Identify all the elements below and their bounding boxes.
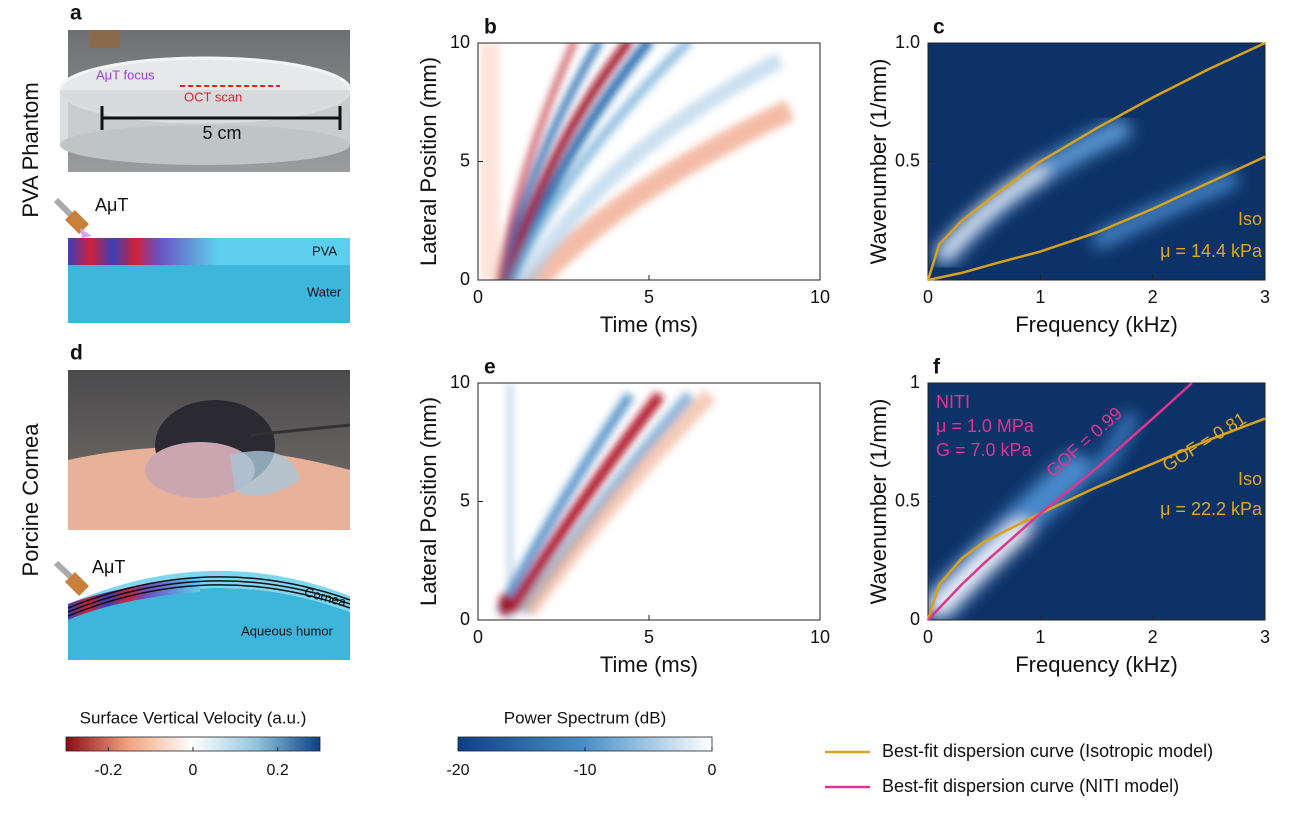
y-axis-label: Wavenumber (1/mm) bbox=[866, 59, 891, 265]
x-axis-label: Time (ms) bbox=[600, 312, 698, 337]
heatmap-image bbox=[928, 43, 1265, 280]
annotation: Iso bbox=[1238, 209, 1262, 229]
diagram-a: AμT PVA Water bbox=[53, 195, 350, 323]
photo-d bbox=[68, 370, 351, 530]
diagram-label: Water bbox=[307, 284, 342, 299]
heatmap-image bbox=[478, 43, 820, 280]
diagram-d: AμT Cornea Aqueous humor bbox=[53, 557, 351, 660]
panel-label: f bbox=[933, 356, 941, 379]
x-tick-label: 5 bbox=[644, 627, 654, 647]
legend-label: Best-fit dispersion curve (Isotropic mod… bbox=[882, 741, 1213, 761]
y-tick-label: 0 bbox=[910, 609, 920, 629]
x-tick-label: 5 bbox=[644, 287, 654, 307]
colorbar-title: Power Spectrum (dB) bbox=[504, 708, 667, 727]
diagram-label: AμT bbox=[95, 195, 128, 215]
y-tick-label: 0 bbox=[460, 269, 470, 289]
y-axis-label: Lateral Position (mm) bbox=[416, 57, 441, 266]
y-axis-label: Wavenumber (1/mm) bbox=[866, 399, 891, 605]
x-tick-label: 0 bbox=[473, 627, 483, 647]
x-tick-label: 3 bbox=[1260, 287, 1270, 307]
y-tick-label: 5 bbox=[460, 150, 470, 170]
x-tick-label: 0 bbox=[923, 287, 933, 307]
x-tick-label: 1 bbox=[1035, 627, 1045, 647]
annotation: 5 cm bbox=[202, 123, 241, 143]
colorbar-tick-label: 0 bbox=[708, 762, 717, 779]
colorbar-tick-label: 0 bbox=[189, 762, 198, 779]
x-tick-label: 1 bbox=[1035, 287, 1045, 307]
legend-label: Best-fit dispersion curve (NITI model) bbox=[882, 776, 1179, 796]
y-tick-label: 0 bbox=[460, 609, 470, 629]
fit-curve bbox=[926, 417, 1266, 621]
panel-label: b bbox=[484, 16, 497, 39]
colorbar-tick-label: -0.2 bbox=[95, 762, 123, 779]
x-axis-label: Time (ms) bbox=[600, 652, 698, 677]
y-tick-label: 1.0 bbox=[895, 32, 920, 52]
x-axis-label: Frequency (kHz) bbox=[1015, 652, 1178, 677]
x-tick-label: 10 bbox=[810, 287, 830, 307]
x-tick-label: 2 bbox=[1148, 627, 1158, 647]
heatmap-image bbox=[478, 383, 820, 620]
row-label: PVA Phantom bbox=[18, 82, 43, 217]
y-tick-label: 5 bbox=[460, 490, 470, 510]
colorbar-title: Surface Vertical Velocity (a.u.) bbox=[80, 708, 307, 727]
x-tick-label: 10 bbox=[810, 627, 830, 647]
panel-label: d bbox=[70, 342, 83, 365]
y-tick-label: 1 bbox=[910, 372, 920, 392]
photo-a: AμT focus OCT scan 5 cm bbox=[58, 30, 352, 172]
panel-label: c bbox=[933, 16, 945, 39]
colorbar-tick-label: -20 bbox=[446, 762, 469, 779]
fit-curve bbox=[926, 41, 1266, 281]
y-tick-label: 10 bbox=[450, 32, 470, 52]
y-tick-label: 10 bbox=[450, 372, 470, 392]
y-tick-label: 0.5 bbox=[895, 490, 920, 510]
panel-label: e bbox=[484, 356, 496, 379]
annotation: NITI bbox=[936, 392, 970, 412]
x-axis-label: Frequency (kHz) bbox=[1015, 312, 1178, 337]
panel-label: a bbox=[70, 2, 82, 25]
annotation: OCT scan bbox=[184, 89, 242, 104]
row-label: Porcine Cornea bbox=[18, 423, 43, 577]
annotation: Iso bbox=[1238, 469, 1262, 489]
diagram-label: AμT bbox=[92, 557, 125, 577]
annotation: G = 7.0 kPa bbox=[936, 440, 1033, 460]
fit-curve bbox=[927, 382, 1193, 621]
annotation: μ = 14.4 kPa bbox=[1160, 241, 1263, 261]
y-tick-label: 0.5 bbox=[895, 150, 920, 170]
annotation: AμT focus bbox=[96, 67, 155, 82]
fit-curve bbox=[927, 155, 1266, 282]
x-tick-label: 2 bbox=[1148, 287, 1158, 307]
x-tick-label: 0 bbox=[923, 627, 933, 647]
y-axis-label: Lateral Position (mm) bbox=[416, 397, 441, 606]
heatmap-image bbox=[928, 383, 1265, 620]
annotation: μ = 1.0 MPa bbox=[936, 416, 1035, 436]
x-tick-label: 3 bbox=[1260, 627, 1270, 647]
diagram-label: PVA bbox=[312, 243, 337, 258]
colorbar-tick-label: 0.2 bbox=[267, 762, 289, 779]
colorbar-tick-label: -10 bbox=[573, 762, 596, 779]
x-tick-label: 0 bbox=[473, 287, 483, 307]
annotation: μ = 22.2 kPa bbox=[1160, 499, 1263, 519]
diagram-label: Aqueous humor bbox=[241, 623, 333, 638]
